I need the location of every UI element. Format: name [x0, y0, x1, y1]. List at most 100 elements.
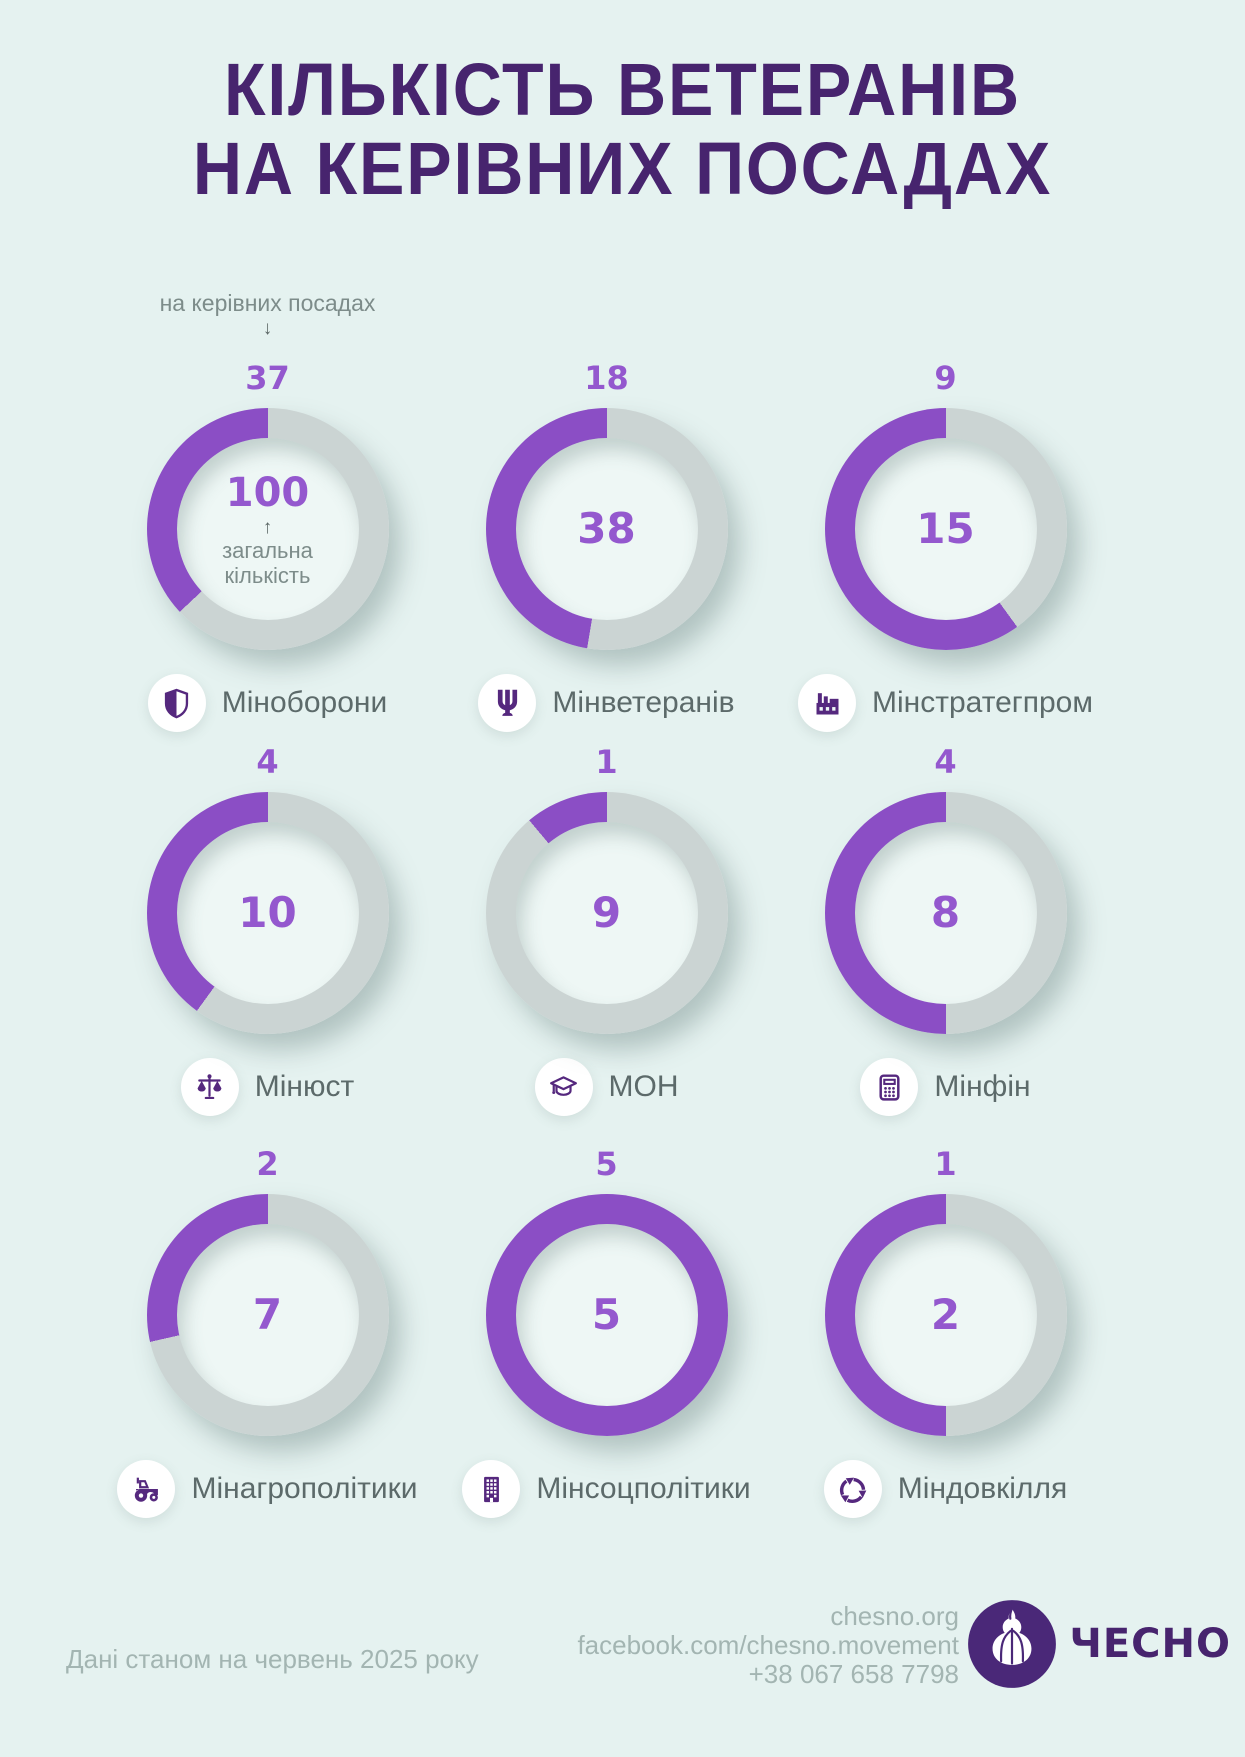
total-count: 10: [238, 888, 297, 937]
ministry-icon-chip: [478, 674, 537, 732]
donut-chart: 100 ↑ загальна кількість: [146, 408, 389, 650]
trident-icon: [497, 689, 518, 716]
donut-chart: 38: [485, 408, 728, 650]
ministry-label: Мінагрополітики: [191, 1472, 418, 1505]
ministry-label-row: Міндовкілля: [823, 1460, 1068, 1518]
donut-chart: 8: [824, 792, 1067, 1034]
total-count: 7: [252, 1290, 283, 1339]
tractor-icon: [134, 1477, 158, 1502]
donut-hole: 10: [176, 822, 359, 1004]
recycle-icon: [840, 1477, 867, 1503]
ministry-label: Мінстратегпром: [872, 686, 1093, 719]
total-count: 100: [225, 469, 310, 516]
ministry-icon-chip: [860, 1058, 919, 1116]
total-count: 2: [930, 1290, 961, 1339]
ministry-chart-minjust: 4 10: [98, 742, 437, 1116]
ministry-label-row: МОН: [534, 1058, 679, 1116]
ministry-label-row: Мінстратегпром: [798, 674, 1093, 732]
donut-chart: 15: [824, 408, 1067, 650]
donut-hole: 100 ↑ загальна кількість: [176, 438, 359, 620]
ministry-label-row: Мінюст: [180, 1058, 355, 1116]
ministry-label-row: Мінагрополітики: [117, 1460, 418, 1518]
donut-chart: 2: [824, 1194, 1067, 1436]
facebook-link: facebook.com/chesno.movement: [577, 1630, 959, 1660]
donut-chart: 10: [146, 792, 389, 1034]
ministry-label-row: Міноборони: [147, 674, 388, 732]
donut-hole: 9: [515, 822, 698, 1004]
leaders-annotation: на керівних посадах ↓: [160, 290, 376, 340]
ministry-chart-mindovkillia: 1 2: [776, 1144, 1115, 1518]
phone-number: +38 067 658 7798: [748, 1659, 959, 1689]
shield-icon: [165, 688, 189, 718]
data-as-of-note: Дані станом на червень 2025 року: [66, 1644, 479, 1674]
down-arrow-icon: ↓: [262, 318, 273, 339]
leaders-count: 18: [584, 359, 629, 397]
ministry-label: Мінсоцполітики: [536, 1472, 751, 1505]
ministry-chart-minfin: 4 8 Мі: [776, 742, 1115, 1116]
leaders-count: 4: [934, 743, 957, 781]
leaders-count: 2: [256, 1145, 279, 1183]
ministry-icon-chip: [823, 1460, 882, 1518]
ministry-icon-chip: [117, 1460, 176, 1518]
page-title-line1: КІЛЬКІСТЬ ВЕТЕРАНІВ: [224, 48, 1021, 131]
leaders-count: 9: [934, 359, 957, 397]
website-link: chesno.org: [830, 1601, 959, 1631]
page-title-line2: НА КЕРІВНИХ ПОСАДАХ: [192, 127, 1053, 210]
chart-row-3: 2 7: [98, 1144, 1115, 1518]
donut-hole: 8: [854, 822, 1037, 1004]
ministry-chart-minagropolityky: 2 7: [98, 1144, 437, 1518]
scales-icon: [197, 1073, 222, 1099]
donut-hole: 15: [854, 438, 1037, 620]
ministry-icon-chip: [147, 674, 206, 732]
donut-hole: 7: [176, 1224, 359, 1406]
donut-chart: 5: [485, 1194, 728, 1436]
ministry-chart-minveteraniv: 18 38 Мінветеранів: [437, 358, 776, 732]
ministry-label-row: Мінфін: [860, 1058, 1031, 1116]
building-icon: [483, 1476, 499, 1502]
contact-block: chesno.org facebook.com/chesno.movement …: [577, 1602, 959, 1689]
leaders-count: 37: [245, 359, 290, 397]
ministry-label: Мінветеранів: [552, 686, 735, 719]
ministry-label: Мінфін: [934, 1070, 1031, 1103]
total-count: 38: [577, 504, 636, 553]
chart-row-1: на керівних посадах ↓ 37 100 ↑ загальна …: [98, 290, 1115, 732]
ministry-label: Міндовкілля: [897, 1472, 1068, 1505]
chart-row-2: 4 10: [98, 742, 1115, 1116]
total-count: 9: [591, 888, 622, 937]
chesno-brand: ЧЕСНО: [966, 1598, 1231, 1690]
total-count: 5: [591, 1290, 622, 1339]
leaders-count: 1: [934, 1145, 957, 1183]
donut-chart: 7: [146, 1194, 389, 1436]
leaders-count: 1: [595, 743, 618, 781]
ministry-icon-chip: [798, 674, 857, 732]
donut-chart: 9: [485, 792, 728, 1034]
ministry-icon-chip: [180, 1058, 239, 1116]
donut-hole: 2: [854, 1224, 1037, 1406]
graduation-cap-icon: [550, 1075, 577, 1096]
total-count: 8: [930, 888, 961, 937]
leaders-annotation-label: на керівних посадах: [159, 290, 376, 316]
up-arrow-icon: ↑: [262, 516, 273, 538]
donut-hole: 38: [515, 438, 698, 620]
ministry-label: Міноборони: [221, 686, 388, 719]
ministry-label: МОН: [608, 1070, 679, 1103]
ministry-chart-minstrategprom: 9 15: [776, 358, 1115, 732]
ministry-icon-chip: [534, 1058, 593, 1116]
factory-icon: [816, 692, 839, 714]
leaders-count: 4: [256, 743, 279, 781]
ministry-label: Мінюст: [254, 1070, 355, 1103]
ministry-chart-mon: 1 9 МОН: [437, 742, 776, 1116]
page-title: КІЛЬКІСТЬ ВЕТЕРАНІВ НА КЕРІВНИХ ПОСАДАХ: [50, 50, 1195, 208]
donut-hole: 5: [515, 1224, 698, 1406]
ministry-label-row: Мінветеранів: [478, 674, 735, 732]
chesno-logo-text: ЧЕСНО: [1069, 1621, 1231, 1667]
ministry-label-row: Мінсоцполітики: [462, 1460, 751, 1518]
ministry-chart-minoborony: на керівних посадах ↓ 37 100 ↑ загальна …: [98, 290, 437, 732]
total-count: 15: [916, 504, 975, 553]
total-caption: загальна кількість: [222, 537, 313, 588]
leaders-count: 5: [595, 1145, 618, 1183]
ministry-icon-chip: [462, 1460, 521, 1518]
ministry-chart-minsotspolityky: 5 5: [437, 1144, 776, 1518]
garlic-logo-icon: [966, 1598, 1058, 1690]
